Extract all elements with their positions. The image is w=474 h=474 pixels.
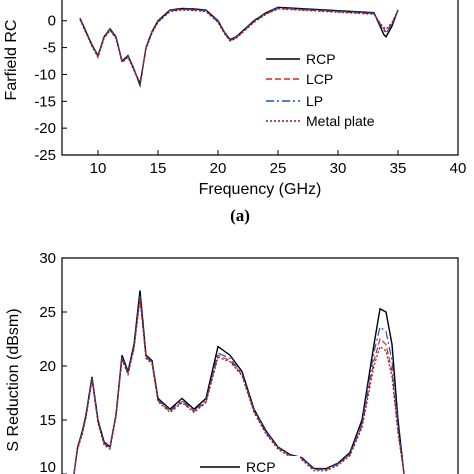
panel-b-series-line-metal-plate — [73, 298, 405, 474]
legend-label-rcp: RCP — [306, 51, 336, 67]
panel-a-series-line-metal-plate — [79, 8, 399, 85]
panel-a-axis-frame — [61, 0, 459, 156]
panel-a-y-tick-label: -25 — [34, 147, 56, 164]
panel-a-lines — [79, 6, 399, 88]
panel-a-y-axis-title: Farfield RC — [3, 20, 20, 101]
panel-b-y-tick-label: 10 — [39, 459, 56, 474]
panel-a-x-tick-label: 20 — [210, 160, 227, 177]
panel-a-y-tick-label: -5 — [43, 40, 56, 57]
panel-a-x-tick-label: 35 — [390, 160, 407, 177]
panel-a-x-tick-label: 40 — [450, 160, 467, 177]
panel-b-series-line-rcp — [73, 290, 405, 474]
legend-label-lp: LP — [306, 93, 323, 109]
legend-label-metal-plate: Metal plate — [306, 113, 375, 129]
panel-a-y-tick-label: -15 — [34, 93, 56, 110]
panel-b-y-axis-title: S Reduction (dBsm) — [5, 308, 22, 451]
panel-a-ticks: 10 15 20 25 30 35 40 0 -5 -10 -15 -20 -25 — [34, 13, 466, 177]
panel-a-y-tick-label: -20 — [34, 120, 56, 137]
panel-b-series-line-lcp — [73, 297, 405, 474]
panel-a-series-line-lp — [79, 7, 399, 86]
panel-b-y-tick-label: 25 — [39, 304, 56, 321]
panel-a-x-axis-title: Frequency (GHz) — [199, 181, 322, 198]
panel-a-label: (a) — [230, 206, 250, 225]
panel-b-legend-label-rcp: RCP — [246, 459, 276, 474]
panel-b-series-line-lp — [73, 295, 405, 474]
panel-a-x-tick-label: 25 — [270, 160, 287, 177]
panel-a-x-tick-label: 30 — [330, 160, 347, 177]
panel-b-ticks: 30 25 20 15 10 — [39, 250, 67, 474]
panel-b-y-tick-label: 15 — [39, 412, 56, 429]
panel-b-y-tick-label: 20 — [39, 358, 56, 375]
panel-a: 10 15 20 25 30 35 40 0 -5 -10 -15 -20 -25 Farfield R… — [3, 0, 466, 225]
panel-b: 30 25 20 15 10 S Reduction (dBsm) RCP — [5, 250, 459, 474]
panel-a-x-tick-label: 10 — [90, 160, 107, 177]
panel-b-legend-box — [190, 456, 300, 474]
panel-b-lines — [73, 290, 405, 474]
panel-a-x-tick-label: 15 — [150, 160, 167, 177]
panel-a-y-tick-label: 0 — [48, 13, 56, 30]
legend-label-lcp: LCP — [306, 71, 333, 87]
panel-a-y-tick-label: -10 — [34, 66, 56, 83]
panel-b-y-tick-label: 30 — [39, 250, 56, 267]
panel-b-axis-frame — [61, 257, 459, 474]
